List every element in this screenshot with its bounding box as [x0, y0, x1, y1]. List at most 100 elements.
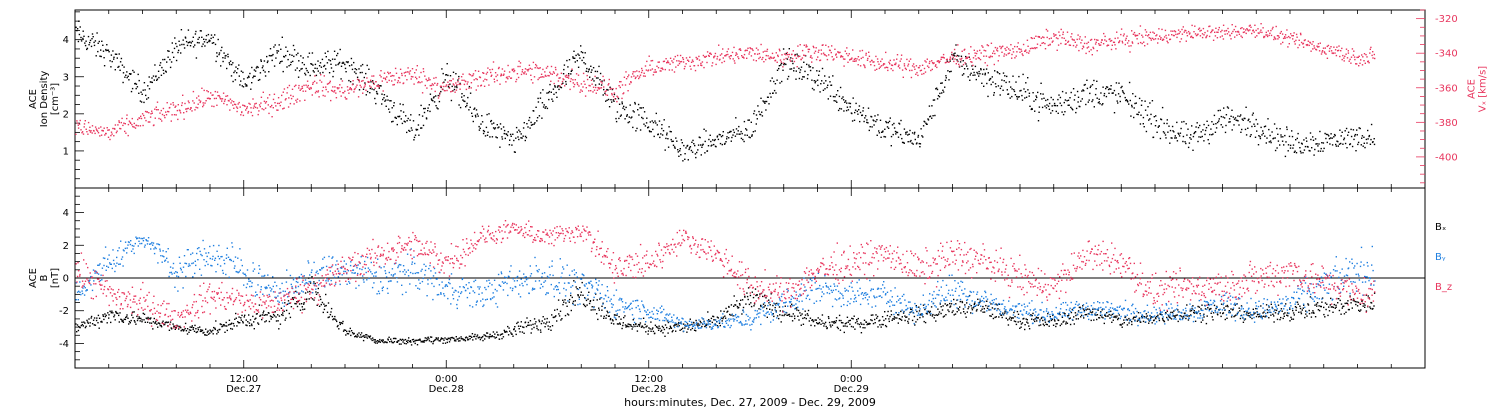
- data-point: [80, 120, 81, 121]
- data-point: [1186, 134, 1187, 135]
- data-point: [214, 34, 215, 35]
- data-point: [1186, 123, 1187, 124]
- data-point: [970, 73, 971, 74]
- data-point: [1000, 48, 1001, 49]
- y-tick-label: -380: [1435, 118, 1458, 129]
- data-point: [686, 57, 687, 58]
- data-point: [822, 68, 823, 69]
- data-point: [405, 72, 406, 73]
- data-point: [346, 61, 347, 62]
- data-point: [470, 93, 471, 94]
- data-point: [767, 317, 768, 318]
- data-point: [1036, 47, 1037, 48]
- data-point: [536, 325, 537, 326]
- data-point: [1200, 35, 1201, 36]
- data-point: [1140, 42, 1141, 43]
- data-point: [125, 123, 126, 124]
- data-point: [1165, 35, 1166, 36]
- data-point: [619, 104, 620, 105]
- data-point: [566, 75, 567, 76]
- data-point: [1311, 147, 1312, 148]
- data-point: [1140, 115, 1141, 116]
- data-point: [553, 71, 554, 72]
- data-point: [648, 330, 649, 331]
- data-point: [745, 50, 746, 51]
- data-point: [453, 338, 454, 339]
- data-point: [1369, 52, 1370, 53]
- data-point: [83, 133, 84, 134]
- data-point: [716, 58, 717, 59]
- data-point: [364, 77, 365, 78]
- data-point: [722, 320, 723, 321]
- data-point: [1359, 56, 1360, 57]
- data-point: [810, 66, 811, 67]
- data-point: [859, 59, 860, 60]
- data-point: [461, 93, 462, 94]
- data-point: [209, 333, 210, 334]
- data-point: [1321, 148, 1322, 149]
- data-point: [489, 337, 490, 338]
- data-point: [531, 69, 532, 70]
- data-point: [172, 42, 173, 43]
- data-point: [596, 77, 597, 78]
- data-point: [634, 71, 635, 72]
- data-point: [529, 117, 530, 118]
- data-point: [852, 318, 853, 319]
- data-point: [658, 326, 659, 327]
- data-point: [771, 57, 772, 58]
- data-point: [1163, 39, 1164, 40]
- data-point: [689, 147, 690, 148]
- data-point: [492, 335, 493, 336]
- data-point: [740, 300, 741, 301]
- data-point: [532, 324, 533, 325]
- data-point: [990, 78, 991, 79]
- data-point: [787, 52, 788, 53]
- data-point: [75, 134, 76, 135]
- data-point: [1283, 38, 1284, 39]
- data-point: [860, 322, 861, 323]
- data-point: [407, 340, 408, 341]
- data-point: [302, 62, 303, 63]
- data-point: [1278, 140, 1279, 141]
- data-point: [840, 87, 841, 88]
- data-point: [135, 324, 136, 325]
- data-point: [594, 90, 595, 91]
- data-point: [174, 48, 175, 49]
- data-point: [1339, 130, 1340, 131]
- data-point: [706, 62, 707, 63]
- data-point: [743, 141, 744, 142]
- data-point: [1111, 40, 1112, 41]
- data-point: [660, 133, 661, 134]
- data-point: [646, 325, 647, 326]
- data-point: [831, 321, 832, 322]
- data-point: [923, 125, 924, 126]
- data-point: [595, 87, 596, 88]
- data-point: [380, 76, 381, 77]
- data-point: [728, 137, 729, 138]
- data-point: [693, 322, 694, 323]
- data-point: [298, 85, 299, 86]
- data-point: [291, 62, 292, 63]
- data-point: [327, 91, 328, 92]
- data-point: [565, 81, 566, 82]
- data-point: [956, 63, 957, 64]
- data-point: [736, 128, 737, 129]
- data-point: [269, 55, 270, 56]
- data-point: [98, 315, 99, 316]
- data-point: [363, 87, 364, 88]
- data-point: [456, 336, 457, 337]
- data-point: [604, 316, 605, 317]
- data-point: [1304, 149, 1305, 150]
- data-point: [1060, 97, 1061, 98]
- data-point: [1183, 121, 1184, 122]
- data-point: [1217, 37, 1218, 38]
- data-point: [586, 300, 587, 301]
- data-point: [969, 59, 970, 60]
- data-point: [1174, 137, 1175, 138]
- data-point: [211, 331, 212, 332]
- data-point: [498, 126, 499, 127]
- data-point: [866, 119, 867, 120]
- data-point: [781, 81, 782, 82]
- data-point: [599, 309, 600, 310]
- data-point: [957, 61, 958, 62]
